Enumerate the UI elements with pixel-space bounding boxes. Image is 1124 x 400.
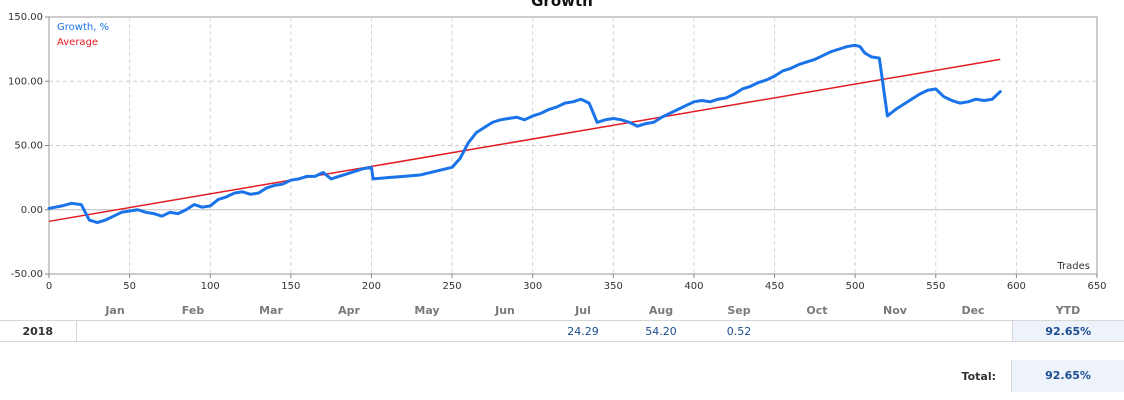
- legend: Growth, % Average: [57, 22, 109, 48]
- month-value: [76, 320, 154, 342]
- month-value: [466, 320, 544, 342]
- y-tick-label: 100.00: [8, 76, 43, 87]
- month-header: Dec: [934, 300, 1012, 321]
- year-cell: 2018: [0, 320, 77, 342]
- month-value: [934, 320, 1012, 342]
- month-value: [778, 320, 856, 342]
- x-tick-label: 250: [443, 281, 462, 292]
- month-header: Jul: [544, 300, 622, 321]
- total-label: Total:: [961, 370, 996, 383]
- month-header: Nov: [856, 300, 934, 321]
- month-header: Mar: [232, 300, 310, 321]
- average-series: [48, 58, 1001, 223]
- month-header: Apr: [310, 300, 388, 321]
- chart-grid: [48, 16, 1098, 275]
- x-tick-label: 500: [846, 281, 865, 292]
- x-tick-label: 550: [926, 281, 945, 292]
- y-axis-ticks: 150.00 100.00 50.00 0.00 -50.00: [8, 12, 49, 280]
- month-header: Oct: [778, 300, 856, 321]
- y-tick-label: 50.00: [14, 141, 43, 152]
- ytd-value: 92.65%: [1011, 320, 1124, 342]
- month-header: Jan: [76, 300, 154, 321]
- month-header: Jun: [466, 300, 544, 321]
- x-tick-label: 0: [46, 281, 52, 292]
- monthly-returns-table: Jan Feb Mar Apr May Jun Jul Aug Sep Oct …: [0, 300, 1124, 342]
- growth-chart: Growth 150.00 100.00 50.00 0.00 -50.00 0 50 10…: [8, 0, 1107, 292]
- growth-series: [47, 43, 1002, 225]
- x-tick-label: 300: [523, 281, 542, 292]
- month-header: Feb: [154, 300, 232, 321]
- table-row: 2018 24.29 54.20 0.52 92.65%: [0, 320, 1124, 342]
- x-tick-label: 200: [362, 281, 381, 292]
- x-tick-label: 450: [765, 281, 784, 292]
- x-tick-label: 50: [123, 281, 136, 292]
- growth-line: [47, 43, 1002, 225]
- month-value: [388, 320, 466, 342]
- x-tick-label: 650: [1087, 281, 1106, 292]
- x-axis-ticks: 0 50 100 150 200 250 300 350 400 450 500 550 600 650: [46, 274, 1107, 292]
- legend-average: Average: [57, 37, 98, 48]
- x-axis-label: Trades: [1056, 261, 1090, 272]
- table-header-row: Jan Feb Mar Apr May Jun Jul Aug Sep Oct …: [0, 300, 1124, 321]
- y-tick-label: 0.00: [21, 205, 43, 216]
- month-value: [856, 320, 934, 342]
- month-header: Sep: [700, 300, 778, 321]
- y-tick-label: -50.00: [11, 269, 43, 280]
- average-line: [48, 58, 1001, 223]
- total-row: Total: 92.65%: [0, 360, 1124, 392]
- x-tick-label: 150: [281, 281, 300, 292]
- x-tick-label: 600: [1007, 281, 1026, 292]
- x-tick-label: 350: [604, 281, 623, 292]
- month-value: 24.29: [544, 320, 622, 342]
- x-tick-label: 100: [201, 281, 220, 292]
- month-value: 54.20: [622, 320, 700, 342]
- chart-title: Growth: [531, 0, 593, 10]
- year-header: [0, 300, 76, 321]
- total-value: 92.65%: [1011, 360, 1124, 392]
- ytd-header: YTD: [1012, 300, 1124, 321]
- legend-growth: Growth, %: [57, 22, 109, 33]
- month-value: 0.52: [700, 320, 778, 342]
- x-tick-label: 400: [684, 281, 703, 292]
- y-tick-label: 150.00: [8, 12, 43, 23]
- month-header: May: [388, 300, 466, 321]
- month-value: [310, 320, 388, 342]
- month-value: [232, 320, 310, 342]
- month-header: Aug: [622, 300, 700, 321]
- month-value: [154, 320, 232, 342]
